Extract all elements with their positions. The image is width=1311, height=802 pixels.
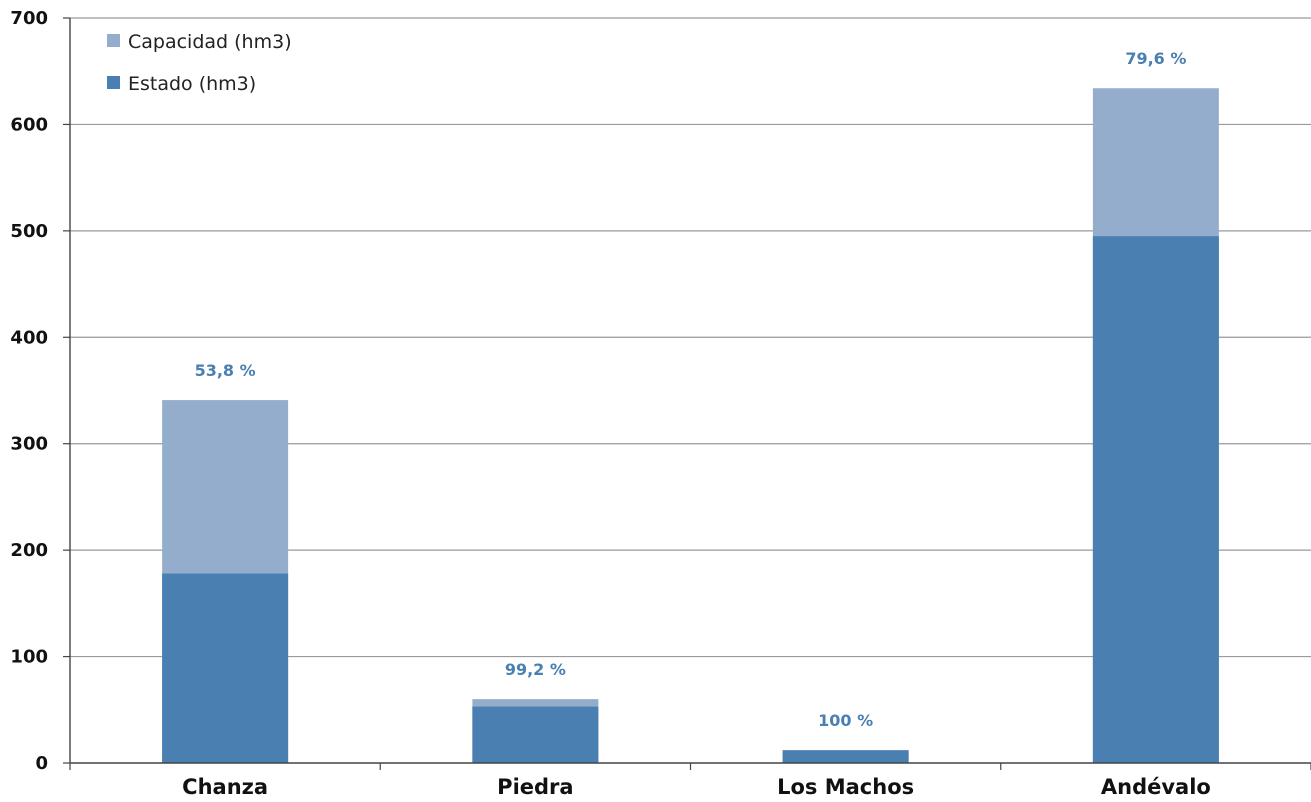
data-label: 53,8 % xyxy=(195,361,256,380)
x-tick-label: Piedra xyxy=(497,775,573,799)
y-tick-label: 300 xyxy=(10,434,48,455)
data-labels: 53,8 % 99,2 % 100 % 79,6 % xyxy=(195,49,1187,730)
data-label: 100 % xyxy=(818,711,873,730)
legend-label-capacidad: Capacidad (hm3) xyxy=(128,31,292,53)
y-tick-label: 400 xyxy=(10,327,48,348)
legend-swatch-estado xyxy=(107,76,120,89)
bar-estado xyxy=(782,750,909,763)
legend-label-estado: Estado (hm3) xyxy=(128,73,256,95)
y-tick-label: 600 xyxy=(10,114,48,135)
y-tick-label: 200 xyxy=(10,540,48,561)
bar-estado xyxy=(1092,236,1219,763)
legend-swatch-capacidad xyxy=(107,34,120,47)
y-tick-label: 100 xyxy=(10,647,48,668)
bars xyxy=(162,88,1219,763)
y-tick-label: 0 xyxy=(35,753,48,774)
legend: Capacidad (hm3) Estado (hm3) xyxy=(107,31,292,95)
bar-estado xyxy=(162,573,289,763)
x-tick-label: Andévalo xyxy=(1101,775,1211,799)
y-tick-label: 700 xyxy=(10,8,48,29)
x-tick-label: Chanza xyxy=(182,775,268,799)
axes: 0 100 200 300 400 500 600 700 Chanza Piedra Los Ma… xyxy=(10,8,1311,799)
y-tick-label: 500 xyxy=(10,221,48,242)
x-tick-label: Los Machos xyxy=(777,775,914,799)
data-label: 79,6 % xyxy=(1125,49,1186,68)
bar-estado xyxy=(472,706,599,763)
data-label: 99,2 % xyxy=(505,660,566,679)
